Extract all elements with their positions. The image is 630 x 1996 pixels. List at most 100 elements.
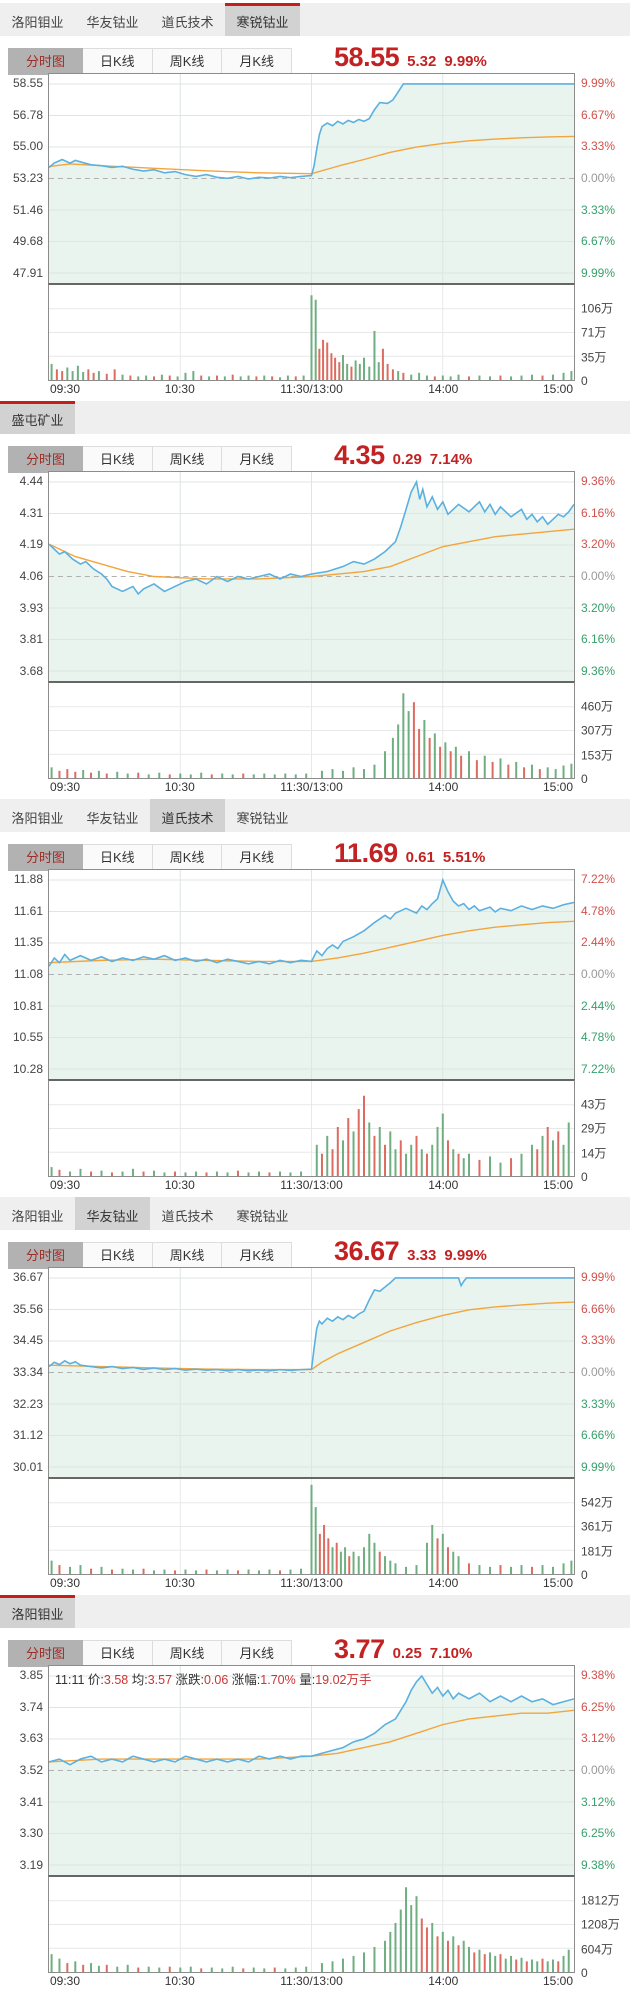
time-axis-label: 15:00 (542, 780, 573, 794)
stock-tab[interactable]: 洛阳钼业 (11, 1208, 64, 1224)
price-chart[interactable] (48, 471, 575, 681)
price-change-pct: 9.99% (444, 53, 487, 70)
price-axis-label: 53.23 (12, 171, 43, 185)
daily-k-tab[interactable]: 日K线 (83, 1242, 153, 1269)
volume-axis-label: 106万 (581, 301, 614, 315)
pct-axis-right: 9.36% 6.16% 3.20% 0.00% 3.20% 6.16% 9.36% (575, 471, 630, 681)
time-axis-label: 15:00 (542, 1974, 573, 1988)
weekly-k-tab[interactable]: 周K线 (152, 48, 223, 75)
monthly-k-tab[interactable]: 月K线 (222, 1640, 293, 1667)
volume-chart[interactable] (48, 681, 575, 779)
weekly-k-tab[interactable]: 周K线 (152, 1242, 223, 1269)
stock-panel-hanrui: 洛阳钼业 华友钴业 道氏技术 寒锐钴业 分时图 日K线 周K线 月K线 58.55 5… (0, 3, 630, 397)
pct-axis-label: 9.38% (581, 1668, 616, 1682)
pct-axis-right: 9.99% 6.67% 3.33% 0.00% 3.33% 6.67% 9.99% (575, 73, 630, 283)
daily-k-tab[interactable]: 日K线 (83, 446, 153, 473)
volume-axis-label: 181万 (581, 1544, 614, 1558)
price-axis-label: 31.12 (12, 1428, 43, 1442)
minute-chart-tab[interactable]: 分时图 (8, 446, 84, 473)
last-price: 11.69 (334, 838, 398, 868)
daily-k-tab[interactable]: 日K线 (83, 844, 153, 871)
stock-tabbar: 洛阳钼业 (0, 1595, 630, 1628)
price-axis-label: 30.01 (12, 1460, 43, 1474)
price-axis-label: 4.06 (19, 569, 43, 583)
pct-axis-label: 7.22% (581, 872, 616, 886)
stock-tab[interactable]: 华友钴业 (86, 810, 139, 826)
stock-tab[interactable]: 道氏技术 (161, 14, 214, 30)
weekly-k-tab[interactable]: 周K线 (152, 446, 223, 473)
price-change: 0.29 (392, 451, 422, 468)
stock-tab[interactable]: 盛屯矿业 (0, 401, 75, 434)
weekly-k-tab[interactable]: 周K线 (152, 844, 223, 871)
price-chart[interactable] (48, 1267, 575, 1477)
monthly-k-tab[interactable]: 月K线 (222, 446, 293, 473)
volume-axis-label: 71万 (581, 325, 607, 340)
minute-chart-tab[interactable]: 分时图 (8, 1242, 84, 1269)
volume-chart[interactable] (48, 1875, 575, 1973)
stock-tabbar: 洛阳钼业 华友钴业 道氏技术 寒锐钴业 (0, 3, 630, 36)
pct-axis-label: 4.78% (581, 904, 616, 918)
crosshair-info-segment: 涨跌: (175, 1673, 204, 1687)
time-axis-label: 10:30 (164, 382, 195, 396)
monthly-k-tab[interactable]: 月K线 (222, 1242, 293, 1269)
stock-tab[interactable]: 寒锐钴业 (236, 810, 289, 826)
price-axis-label: 11.35 (13, 935, 43, 949)
pct-axis-label: 6.25% (581, 1826, 616, 1840)
price-change-pct: 9.99% (444, 1247, 487, 1264)
price-axis-left: 3.85 3.74 3.63 3.52 3.41 3.30 3.19 (0, 1665, 48, 1875)
price-axis-label: 3.52 (19, 1763, 43, 1777)
crosshair-info-segment: 19.02万手 (315, 1673, 372, 1687)
volume-axis-right: 106万 71万 35万 0 (575, 283, 630, 388)
price-axis-label: 11.08 (13, 967, 43, 981)
monthly-k-tab[interactable]: 月K线 (222, 48, 293, 75)
crosshair-info-segment: 3.57 (147, 1673, 176, 1687)
stock-tab[interactable]: 洛阳钼业 (11, 14, 64, 30)
stock-tab[interactable]: 道氏技术 (161, 1208, 214, 1224)
stock-tab[interactable]: 道氏技术 (150, 799, 225, 832)
pct-axis-label: 6.25% (581, 1700, 616, 1714)
chart-controls: 分时图 日K线 周K线 月K线 58.55 5.32 9.99% (8, 42, 630, 75)
quote: 3.77 0.25 7.10% (334, 1634, 472, 1665)
weekly-k-tab[interactable]: 周K线 (152, 1640, 223, 1667)
daily-k-tab[interactable]: 日K线 (83, 48, 153, 75)
stock-tab[interactable]: 洛阳钼业 (0, 1595, 75, 1628)
price-change: 5.32 (407, 53, 437, 70)
price-chart[interactable] (48, 869, 575, 1079)
volume-axis-label: 361万 (581, 1519, 614, 1534)
minute-chart-tab[interactable]: 分时图 (8, 48, 84, 75)
volume-chart[interactable] (48, 1477, 575, 1575)
time-axis-label: 10:30 (164, 780, 195, 794)
stock-tab[interactable]: 洛阳钼业 (11, 810, 64, 826)
stock-tab[interactable]: 华友钴业 (86, 14, 139, 30)
price-change-pct: 5.51% (442, 849, 486, 866)
price-change: 0.61 (405, 849, 435, 866)
stock-tabbar: 盛屯矿业 (0, 401, 630, 434)
volume-chart[interactable] (48, 1079, 575, 1177)
price-axis-label: 10.28 (12, 1062, 43, 1076)
price-axis-label: 47.91 (12, 266, 43, 280)
pct-axis-label: 6.67% (581, 234, 616, 248)
stock-tab[interactable]: 寒锐钴业 (236, 1208, 289, 1224)
stock-tab[interactable]: 寒锐钴业 (225, 3, 300, 36)
monthly-k-tab[interactable]: 月K线 (222, 844, 293, 871)
last-price: 36.67 (334, 1236, 400, 1266)
time-axis-label: 14:00 (428, 1576, 459, 1590)
stock-tab[interactable]: 华友钴业 (75, 1197, 150, 1230)
volume-axis-label: 0 (581, 1568, 588, 1582)
price-axis-label: 49.68 (12, 234, 43, 248)
crosshair-info-segment: 11:11 (55, 1673, 88, 1687)
price-chart[interactable] (48, 73, 575, 283)
price-axis-label: 3.30 (19, 1826, 43, 1840)
daily-k-tab[interactable]: 日K线 (83, 1640, 153, 1667)
volume-chart[interactable] (48, 283, 575, 381)
price-axis-label: 3.85 (19, 1668, 43, 1682)
minute-chart-tab[interactable]: 分时图 (8, 1640, 84, 1667)
price-chart[interactable]: 11:11 价:3.58 均:3.57 涨跌:0.06 涨幅:1.70% 量:1… (48, 1665, 575, 1875)
price-change-pct: 7.10% (429, 1645, 473, 1662)
chart-area: 11.88 11.61 11.35 11.08 10.81 10.55 10.28 7.22… (0, 869, 630, 1193)
pct-axis-label: 2.44% (581, 935, 616, 949)
price-axis-label: 55.00 (12, 139, 43, 153)
last-price: 58.55 (334, 42, 400, 72)
minute-chart-tab[interactable]: 分时图 (8, 844, 84, 871)
